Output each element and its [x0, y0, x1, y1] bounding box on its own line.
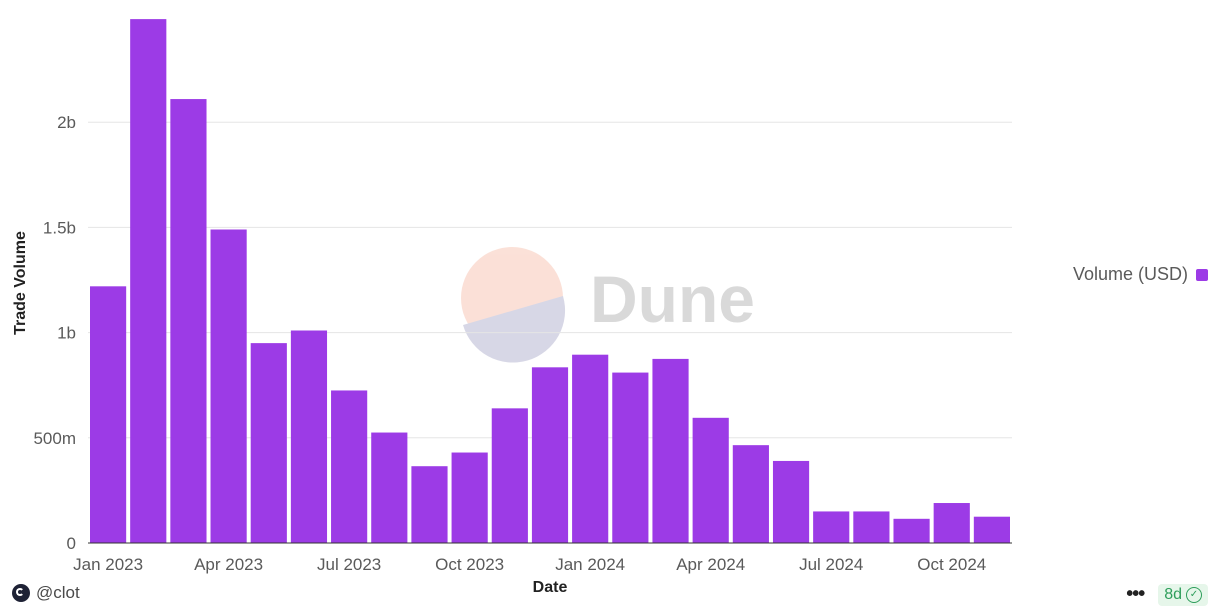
y-tick-label: 1b	[57, 324, 76, 343]
bar[interactable]	[732, 445, 769, 543]
bar[interactable]	[130, 19, 167, 543]
bar[interactable]	[491, 408, 528, 543]
bar[interactable]	[170, 99, 207, 543]
x-axis-ticks: Jan 2023 Apr 2023 Jul 2023 Oct 2023 Jan 2024…	[73, 555, 986, 574]
bar[interactable]	[451, 452, 488, 543]
dune-watermark-text: Dune	[590, 262, 755, 336]
x-tick-label: Jul 2024	[799, 555, 863, 574]
y-tick-label: 2b	[57, 113, 76, 132]
x-tick-label: Jan 2024	[555, 555, 625, 574]
bar[interactable]	[692, 417, 729, 543]
bar[interactable]	[531, 367, 569, 543]
dune-watermark: Dune	[461, 247, 755, 363]
y-axis-ticks: 0 500m 1b 1.5b 2b	[33, 113, 76, 553]
x-tick-label: Oct 2023	[435, 555, 504, 574]
x-tick-label: Oct 2024	[917, 555, 986, 574]
bar[interactable]	[90, 286, 127, 543]
dune-logo-shade	[463, 296, 566, 363]
author-name: @clot	[36, 583, 80, 602]
bar[interactable]	[290, 330, 328, 543]
bar[interactable]	[893, 518, 930, 543]
x-tick-label: Jan 2023	[73, 555, 143, 574]
bar[interactable]	[411, 466, 448, 543]
legend-swatch	[1196, 268, 1208, 281]
bar[interactable]	[933, 503, 970, 543]
y-tick-label: 500m	[33, 429, 76, 448]
x-tick-label: Jul 2023	[317, 555, 381, 574]
legend[interactable]: Volume (USD)	[1073, 264, 1208, 285]
y-tick-label: 1.5b	[43, 218, 76, 237]
author-info[interactable]: @clot	[12, 583, 80, 603]
bar[interactable]	[652, 358, 689, 543]
avatar	[12, 584, 30, 602]
age-text: 8d	[1164, 585, 1182, 603]
y-tick-label: 0	[67, 534, 76, 553]
footer-actions: ••• 8d ✓	[1126, 583, 1208, 606]
bar[interactable]	[210, 229, 247, 543]
age-badge: 8d ✓	[1158, 583, 1208, 606]
x-tick-label: Apr 2024	[676, 555, 745, 574]
bar[interactable]	[612, 372, 649, 543]
x-tick-label: Apr 2023	[194, 555, 263, 574]
bars	[90, 19, 1010, 543]
bar[interactable]	[250, 343, 287, 543]
check-circle-icon: ✓	[1186, 586, 1202, 603]
bar[interactable]	[331, 390, 368, 543]
bar[interactable]	[973, 516, 1010, 543]
legend-label: Volume (USD)	[1072, 264, 1188, 284]
bar[interactable]	[853, 511, 890, 543]
y-axis-title: Trade Volume	[12, 231, 29, 335]
ellipsis-icon[interactable]: •••	[1126, 583, 1145, 605]
bar[interactable]	[772, 460, 810, 543]
bar[interactable]	[813, 511, 850, 543]
bar[interactable]	[371, 432, 408, 543]
bar[interactable]	[572, 354, 609, 543]
x-axis-title: Date	[533, 579, 568, 596]
